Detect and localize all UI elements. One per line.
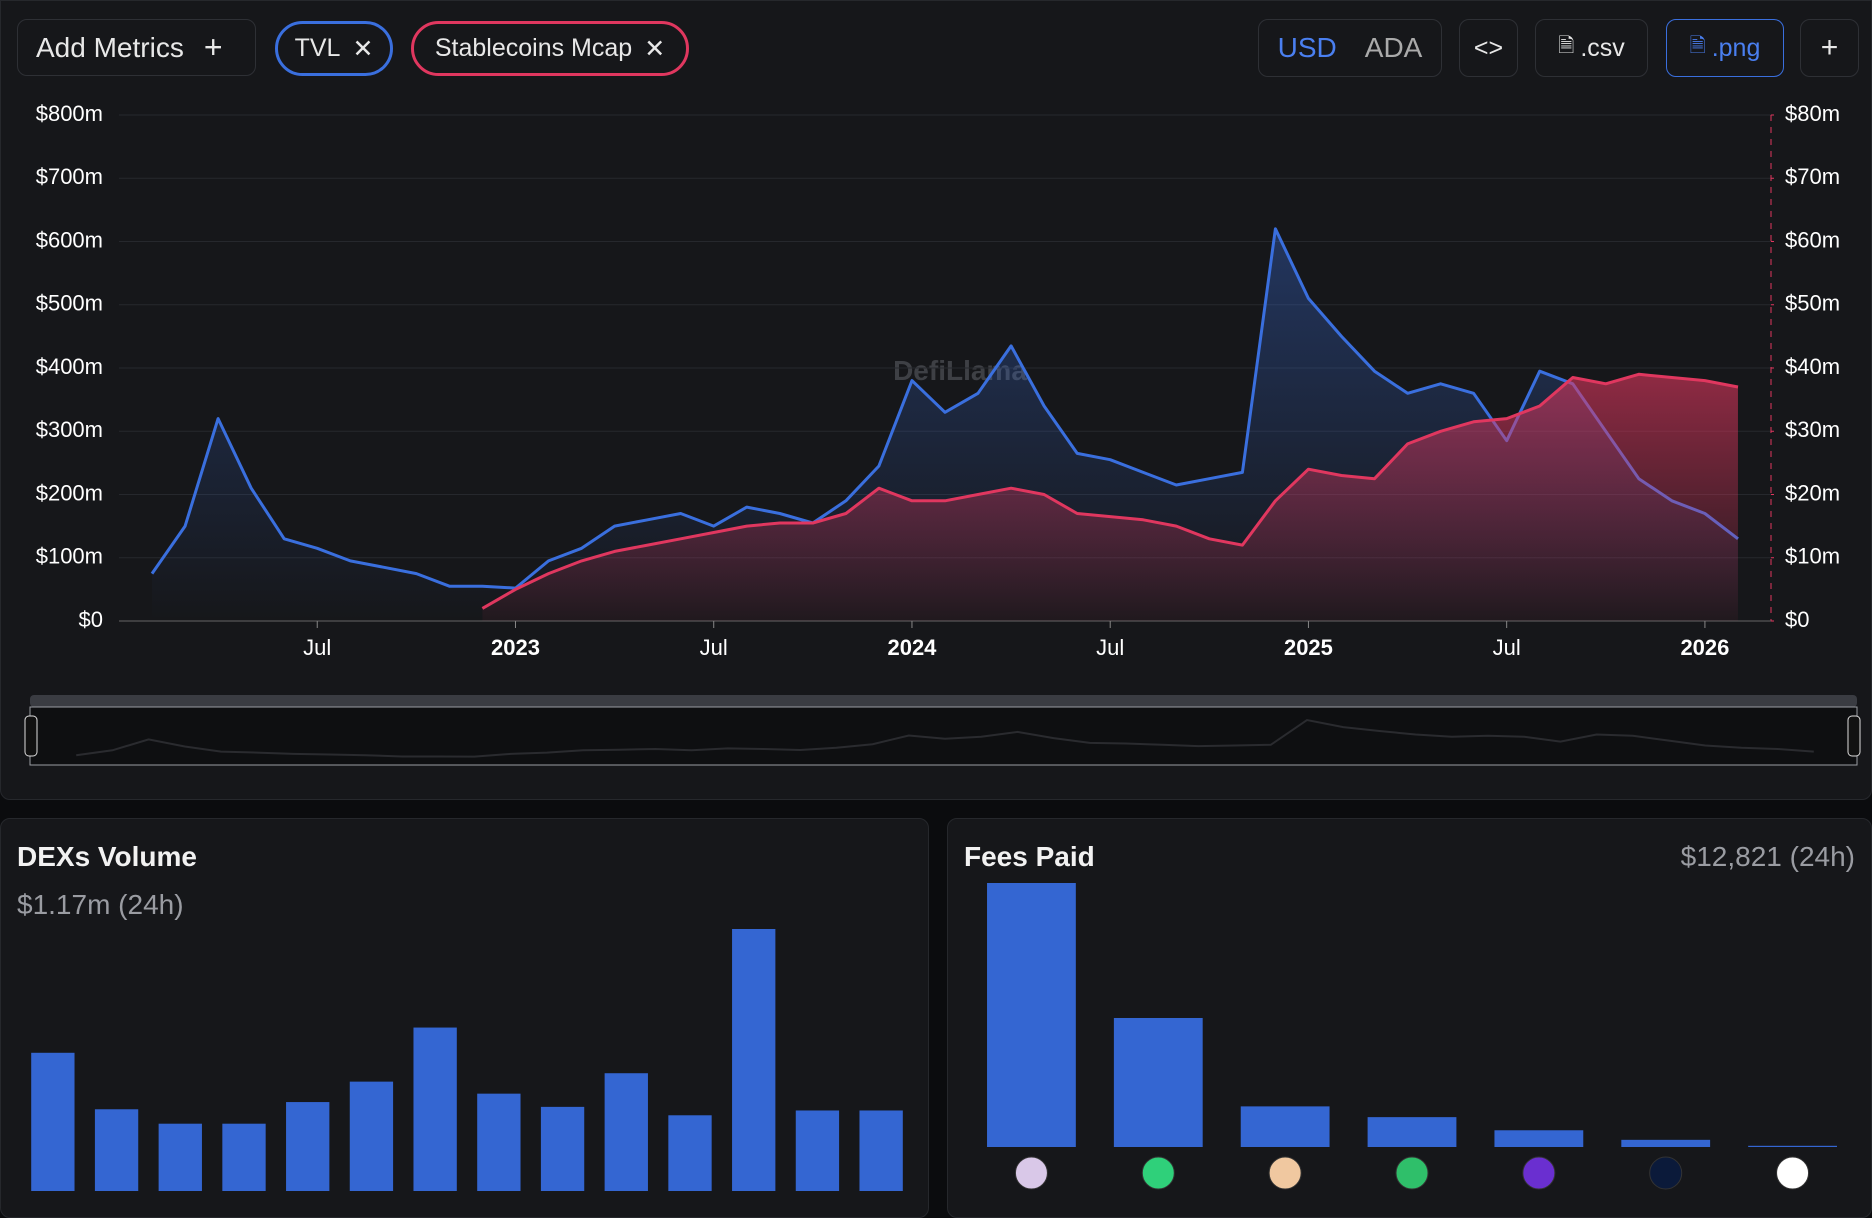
y2-tick-label: $30m (1785, 417, 1840, 442)
x-tick-label: Jul (303, 635, 331, 660)
panel-subtitle: $1.17m (24h) (17, 889, 184, 920)
bar (540, 1106, 585, 1191)
main-chart: DefiLlama $0$100m$200m$300m$400m$500m$60… (24, 101, 1861, 766)
csv-label: .csv (1580, 33, 1625, 62)
y2-tick-label: $70m (1785, 164, 1840, 189)
protocol-icon (1268, 1156, 1302, 1190)
bar (158, 1123, 202, 1191)
bar (1748, 1145, 1837, 1147)
bar (987, 883, 1076, 1147)
fees-chart (987, 883, 1837, 1190)
bar (222, 1123, 266, 1191)
metric-pill[interactable]: Stablecoins Mcap ✕ (411, 21, 689, 76)
y-tick-label: $500m (36, 291, 103, 316)
bar (1113, 1017, 1203, 1147)
x-tick-label: 2025 (1284, 635, 1333, 660)
y2-tick-label: $60m (1785, 227, 1840, 252)
y-tick-label: $0 (79, 607, 103, 632)
bar (1621, 1139, 1711, 1147)
bar (1494, 1130, 1584, 1147)
x-tick-label: Jul (700, 635, 728, 660)
x-tick-label: Jul (1493, 635, 1521, 660)
panel-title: Fees Paid (964, 841, 1095, 872)
bar (604, 1073, 648, 1191)
protocol-icon (1014, 1156, 1048, 1190)
bar (668, 1115, 712, 1191)
bar (413, 1027, 457, 1191)
png-label: .png (1711, 33, 1761, 62)
metric-label: TVL (294, 34, 341, 62)
file-icon: 🗎 (1558, 35, 1575, 57)
add-metrics-label: Add Metrics (36, 31, 184, 63)
slider-handle[interactable] (24, 715, 38, 757)
bar (477, 1093, 521, 1191)
y-tick-label: $300m (36, 417, 103, 442)
metric-label: Stablecoins Mcap (434, 34, 633, 62)
add-metrics-button[interactable]: Add Metrics + (17, 19, 256, 76)
y2-tick-label: $40m (1785, 354, 1840, 379)
dex-chart (31, 929, 903, 1191)
y2-tick-label: $80m (1785, 101, 1840, 126)
line (150, 227, 1739, 590)
x-tick-label: Jul (1096, 635, 1124, 660)
csv-button[interactable]: 🗎 .csv (1535, 19, 1648, 77)
slider-track (30, 695, 1857, 707)
y2-tick-label: $0 (1785, 607, 1809, 632)
dex-panel: DEXs Volume $1.17m (24h) (0, 818, 929, 1218)
bar (349, 1081, 394, 1191)
close-icon: ✕ (352, 34, 374, 63)
line (481, 372, 1739, 610)
bar (31, 1052, 75, 1191)
x-tick-label: 2024 (887, 635, 937, 660)
bar (732, 929, 776, 1191)
close-icon: ✕ (644, 34, 666, 63)
x-tick-label: 2023 (491, 635, 540, 660)
area (482, 374, 1738, 621)
y-tick-label: $700m (36, 164, 103, 189)
slider-handle[interactable] (1847, 715, 1861, 757)
bar (1240, 1106, 1330, 1147)
currency-toggle: USD ADA (1258, 19, 1442, 77)
bar (94, 1109, 139, 1191)
y2-tick-label: $20m (1785, 480, 1840, 505)
bar (795, 1110, 840, 1191)
more-button[interactable]: + (1800, 19, 1859, 77)
x-tick-label: 2026 (1680, 635, 1729, 660)
protocol-icon (1776, 1156, 1810, 1190)
mini-line (76, 718, 1814, 758)
metric-pill[interactable]: TVL ✕ (275, 21, 393, 76)
protocol-icon (1141, 1156, 1175, 1190)
y-tick-label: $800m (36, 101, 103, 126)
currency-option[interactable]: USD (1277, 32, 1337, 63)
png-button[interactable]: 🗎 .png (1666, 19, 1784, 77)
protocol-icon (1522, 1156, 1556, 1190)
plus-icon: + (203, 29, 223, 65)
bar (859, 1110, 903, 1191)
y2-tick-label: $10m (1785, 544, 1840, 569)
slider-window[interactable] (29, 706, 1858, 766)
y-tick-label: $200m (36, 480, 103, 505)
y2-tick-label: $50m (1785, 291, 1840, 316)
bar (1367, 1117, 1457, 1147)
protocol-icon (1395, 1156, 1429, 1190)
fees-panel: Fees Paid $12,821 (24h) (947, 818, 1872, 1218)
bar (286, 1102, 330, 1191)
panel-title: DEXs Volume (17, 841, 197, 872)
embed-button[interactable]: <> (1459, 19, 1518, 77)
file-icon: 🗎 (1689, 35, 1706, 57)
y-tick-label: $100m (36, 544, 103, 569)
y-tick-label: $600m (36, 227, 103, 252)
protocol-icon (1649, 1156, 1683, 1190)
currency-option[interactable]: ADA (1364, 32, 1423, 63)
panel-subtitle: $12,821 (24h) (1680, 841, 1855, 872)
y-tick-label: $400m (36, 354, 103, 379)
